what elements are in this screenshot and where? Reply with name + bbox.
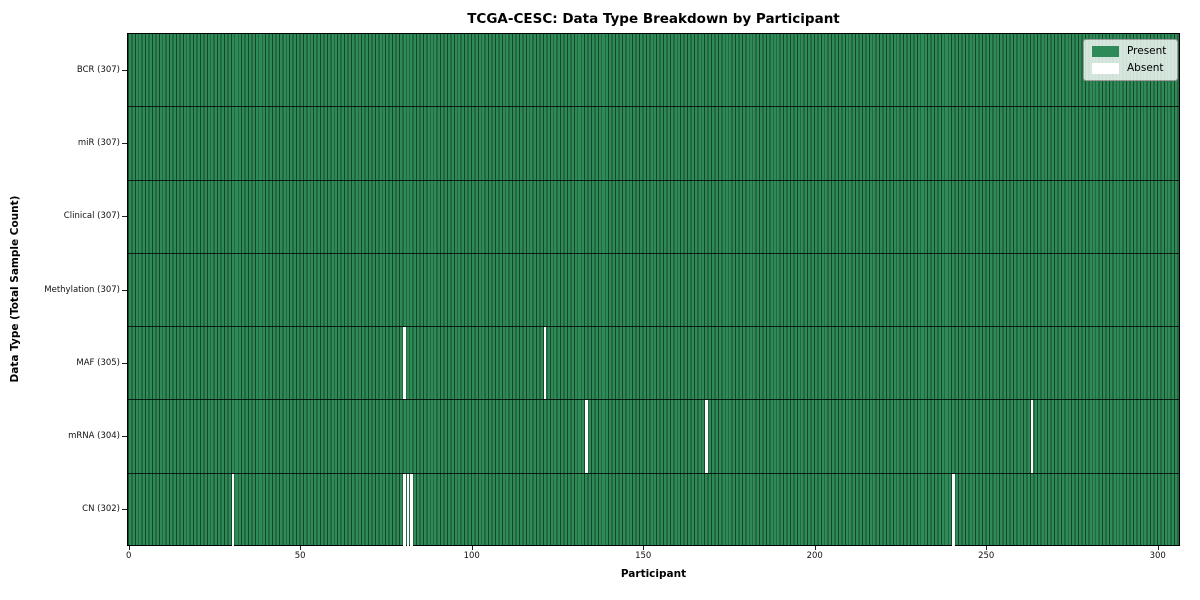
legend-item-present: Present [1092, 46, 1169, 57]
x-tick-label-0: 0 [125, 551, 132, 561]
x-tick-mark-50 [300, 546, 302, 550]
x-tick-mark-150 [643, 546, 645, 550]
x-tick-label-300: 300 [1149, 551, 1166, 561]
y-tick-mark-BCR [122, 69, 127, 71]
absent-marker-CN-81 [406, 473, 410, 547]
absent-marker-MAF-80 [403, 327, 406, 400]
y-tick-label-MAF: MAF (305) [76, 357, 120, 368]
absent-marker-mRNA-263 [1030, 400, 1034, 473]
x-tick-label-100: 100 [463, 551, 480, 561]
x-tick-label-150: 150 [635, 551, 652, 561]
present-swatch-icon [1092, 46, 1119, 57]
y-tick-label-BCR: BCR (307) [76, 64, 120, 75]
row-band-MAF [128, 327, 1179, 401]
absent-marker-CN-80 [403, 473, 406, 547]
absent-marker-CN-30 [231, 473, 235, 547]
x-tick-label-50: 50 [294, 551, 306, 561]
x-tick-mark-250 [986, 546, 988, 550]
y-tick-label-miR: miR (307) [77, 137, 120, 148]
row-band-mRNA [128, 400, 1179, 474]
row-band-Methylation [128, 254, 1179, 328]
absent-swatch-icon [1092, 63, 1119, 74]
plot-area [127, 33, 1180, 547]
y-tick-mark-miR [122, 142, 127, 144]
x-tick-mark-100 [471, 546, 473, 550]
legend-label-present: Present [1127, 45, 1167, 58]
absent-marker-CN-82 [410, 473, 413, 547]
y-tick-mark-Clinical [122, 216, 127, 218]
y-tick-label-CN: CN (302) [82, 504, 120, 515]
row-band-BCR [128, 34, 1179, 108]
row-band-CN [128, 473, 1179, 547]
row-band-Clinical [128, 181, 1179, 254]
x-tick-mark-300 [1157, 546, 1159, 550]
y-tick-mark-MAF [122, 362, 127, 364]
x-tick-mark-0 [128, 546, 130, 550]
absent-marker-mRNA-133 [585, 400, 588, 473]
absent-marker-MAF-121 [543, 327, 547, 400]
chart-title: TCGA-CESC: Data Type Breakdown by Partic… [467, 11, 840, 27]
y-tick-label-Clinical: Clinical (307) [63, 211, 120, 222]
x-tick-mark-200 [814, 546, 816, 550]
legend: Present Absent [1083, 39, 1178, 81]
legend-item-absent: Absent [1092, 63, 1169, 74]
y-tick-mark-CN [122, 509, 127, 511]
row-band-miR [128, 107, 1179, 181]
absent-marker-mRNA-168 [705, 400, 708, 473]
y-tick-label-mRNA: mRNA (304) [68, 431, 120, 442]
x-tick-label-250: 250 [978, 551, 995, 561]
y-tick-mark-Methylation [122, 289, 127, 291]
legend-label-absent: Absent [1127, 62, 1164, 75]
y-tick-label-Methylation: Methylation (307) [44, 284, 120, 295]
y-tick-mark-mRNA [122, 436, 127, 438]
x-tick-label-200: 200 [806, 551, 823, 561]
x-axis-label: Participant [620, 568, 687, 580]
absent-marker-CN-240 [952, 473, 955, 547]
